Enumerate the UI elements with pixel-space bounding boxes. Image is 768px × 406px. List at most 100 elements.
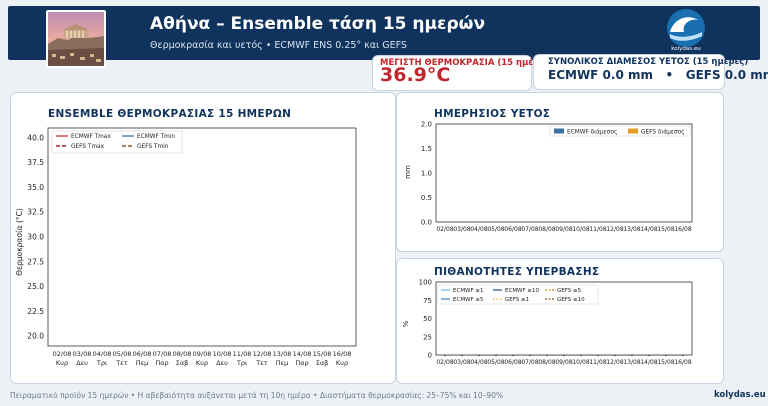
legend-entry: GEFS Tmax <box>71 144 105 150</box>
temp-ytick-label: 20.0 <box>27 332 44 341</box>
legend-entry: ECMWF ≥5 <box>453 297 484 303</box>
legend-entry: ECMWF διάμεσος <box>567 129 617 136</box>
temp-xtick-date: 07/08 <box>153 350 172 358</box>
prob-xtick-label: 14/08 <box>640 359 657 366</box>
prob-xtick-label: 08/08 <box>538 359 555 366</box>
temp-ylabel: Θερμοκρασία (°C) <box>15 208 24 276</box>
rain-xtick-label: 09/08 <box>555 226 572 233</box>
prob-xtick-label: 09/08 <box>555 359 572 366</box>
legend-entry: ECMWF ≥1 <box>453 288 484 294</box>
rain-ytick-label: 0.0 <box>421 219 432 227</box>
precip-value: ECMWF 0.0 mm • GEFS 0.0 mm <box>548 68 768 82</box>
temp-xtick-date: 08/08 <box>173 350 192 358</box>
rain-xtick-label: 05/08 <box>487 226 504 233</box>
rain-chart: mm 0.0 0.5 1.0 1.5 2.0 02/08 03/08 04/08 05/08 06… <box>404 121 693 233</box>
temp-xtick-day: Κυρ <box>56 359 68 367</box>
wave-logo-icon[interactable]: kolydas.eu <box>664 8 708 52</box>
rain-xtick-label: 08/08 <box>538 226 555 233</box>
temp-xtick-date: 13/08 <box>273 350 292 358</box>
temp-plot-frame <box>47 127 357 347</box>
temp-xtick-date: 12/08 <box>253 350 272 358</box>
rain-xtick-label: 07/08 <box>521 226 538 233</box>
temp-xtick-day: Σαβ <box>176 359 189 367</box>
temp-xtick-day: Πεμ <box>136 359 149 367</box>
temp-ytick-label: 32.5 <box>27 208 44 217</box>
page-subtitle: Θερμοκρασία και υετός • ECMWF ENS 0.25° … <box>150 40 407 51</box>
temp-xtick-day: Τρι <box>236 359 247 367</box>
prob-xtick-label: 10/08 <box>572 359 589 366</box>
precip-label: ΣΥΝΟΛΙΚΟΣ ΔΙΑΜΕΣΟΣ ΥΕΤΟΣ (15 ημέρες) <box>548 57 749 67</box>
temp-xtick-day: Κυρ <box>336 359 348 367</box>
temp-ytick-label: 25.0 <box>27 282 44 291</box>
prob-xtick-label: 06/08 <box>504 359 521 366</box>
rain-xtick-label: 13/08 <box>623 226 640 233</box>
logo-text: kolydas.eu <box>671 46 700 52</box>
prob-ytick-label: 75 <box>423 297 432 305</box>
footer-brand-link[interactable]: kolydas.eu <box>714 390 766 400</box>
prob-xtick-label: 13/08 <box>623 359 640 366</box>
temp-xtick-date: 05/08 <box>113 350 132 358</box>
prob-chart-title: ΠΙΘΑΝΟΤΗΤΕΣ ΥΠΕΡΒΑΣΗΣ <box>434 266 600 278</box>
rain-xtick-label: 11/08 <box>589 226 606 233</box>
prob-ytick-label: 0 <box>428 352 432 360</box>
prob-xtick-label: 16/08 <box>674 359 691 366</box>
max-temp-label: ΜΕΓΙΣΤΗ ΘΕΡΜΟΚΡΑΣΙΑ (15 ημέρες) <box>380 58 553 68</box>
rain-xtick-label: 12/08 <box>606 226 623 233</box>
max-temp-box <box>372 55 532 91</box>
rain-xtick-label: 02/08 <box>436 226 453 233</box>
prob-xtick-label: 12/08 <box>606 359 623 366</box>
rain-ytick-label: 1.5 <box>421 145 432 153</box>
prob-chart: % 0 25 50 75 100 02/08 03/08 04/08 05/08 06/08 07/… <box>402 279 693 366</box>
temp-xtick-date: 09/08 <box>193 350 212 358</box>
temp-chart: Θερμοκρασία (°C) 20.0 22.5 25.0 27.5 30.0 32.… <box>15 127 357 367</box>
rain-xtick-label: 15/08 <box>657 226 674 233</box>
acropolis-photo <box>46 10 106 68</box>
temp-xtick-date: 16/08 <box>333 350 352 358</box>
legend-entry: ECMWF Tmax <box>71 134 111 140</box>
prob-ytick-label: 50 <box>423 315 432 323</box>
rain-xtick-label: 14/08 <box>640 226 657 233</box>
temp-xtick-date: 03/08 <box>73 350 92 358</box>
rain-ylabel: mm <box>404 165 412 179</box>
legend-entry: GEFS ≥10 <box>557 297 585 303</box>
max-temp-value: 36.9°C <box>380 64 451 86</box>
temp-xtick-date: 11/08 <box>233 350 252 358</box>
temp-xtick-day: Τετ <box>115 359 127 367</box>
temp-xtick-date: 14/08 <box>293 350 312 358</box>
prob-xtick-label: 05/08 <box>487 359 504 366</box>
temp-xtick-date: 02/08 <box>53 350 72 358</box>
rain-xtick-label: 10/08 <box>572 226 589 233</box>
rain-plot-frame <box>435 123 693 223</box>
legend-entry: GEFS ≥5 <box>557 288 582 294</box>
temp-xtick-day: Παρ <box>155 359 168 367</box>
prob-ylabel: % <box>402 320 410 327</box>
temp-ytick-label: 35.0 <box>27 183 44 192</box>
temp-xtick-day: Πεμ <box>276 359 289 367</box>
legend-entry: GEFS ≥1 <box>505 297 529 303</box>
rain-chart-title: ΗΜΕΡΗΣΙΟΣ ΥΕΤΟΣ <box>434 108 551 120</box>
legend-entry: ECMWF ≥10 <box>505 288 540 294</box>
temp-xtick-day: Δευ <box>76 359 88 367</box>
rain-ytick-label: 1.0 <box>421 170 432 178</box>
precip-box <box>533 54 725 90</box>
temp-chart-title: ENSEMBLE ΘΕΡΜΟΚΡΑΣΙΑΣ 15 ΗΜΕΡΩΝ <box>48 108 292 120</box>
temp-xtick-day: Δευ <box>216 359 228 367</box>
prob-xtick-label: 11/08 <box>589 359 606 366</box>
rain-xtick-label: 03/08 <box>453 226 470 233</box>
rain-legend-box <box>549 125 691 137</box>
temp-xtick-day: Σαβ <box>316 359 329 367</box>
temp-xtick-date: 04/08 <box>93 350 112 358</box>
prob-xtick-label: 07/08 <box>521 359 538 366</box>
header-bar <box>8 6 760 60</box>
prob-ytick-label: 100 <box>419 279 432 287</box>
page-title: Αθήνα – Ensemble τάση 15 ημερών <box>150 14 486 34</box>
temp-ytick-label: 22.5 <box>27 307 44 316</box>
prob-xtick-label: 02/08 <box>436 359 453 366</box>
temp-ytick-label: 40.0 <box>27 133 44 142</box>
rain-xtick-label: 04/08 <box>470 226 487 233</box>
footer-note: Πειραματικό προϊόν 15 ημερών • Η αβεβαιό… <box>10 391 504 400</box>
legend-swatch <box>554 128 564 134</box>
temp-xtick-date: 15/08 <box>313 350 332 358</box>
rain-ytick-label: 0.5 <box>421 194 432 202</box>
temp-xtick-day: Τρι <box>96 359 107 367</box>
